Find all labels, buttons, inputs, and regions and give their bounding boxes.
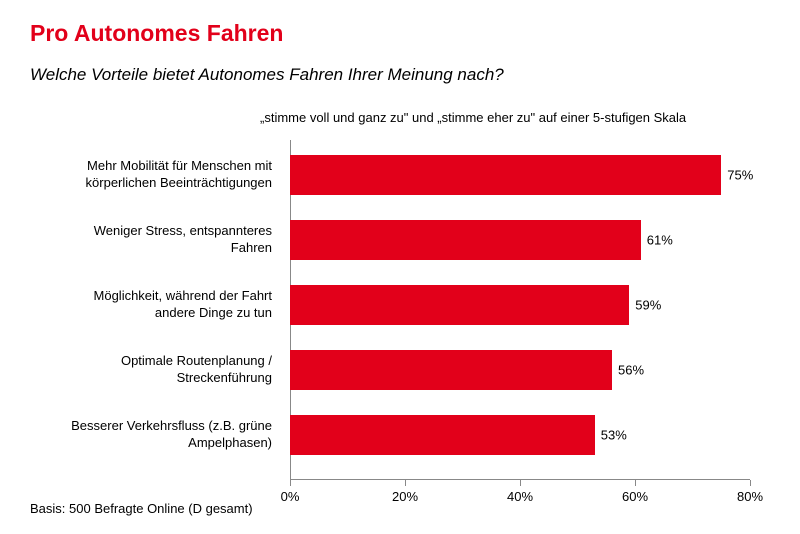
x-tick-label: 20% (392, 489, 418, 504)
bar-value-label: 53% (601, 428, 627, 443)
bar-chart: 0%20%40%60%80% Mehr Mobilität für Mensch… (30, 140, 770, 480)
x-tick-label: 0% (281, 489, 300, 504)
x-tick (635, 480, 636, 486)
x-tick (750, 480, 751, 486)
x-tick (290, 480, 291, 486)
bar-value-label: 59% (635, 298, 661, 313)
category-label: Optimale Routenplanung / Streckenführung (30, 353, 280, 387)
bar (290, 285, 629, 325)
category-label: Weniger Stress, entspannteres Fahren (30, 223, 280, 257)
basis-note: Basis: 500 Befragte Online (D gesamt) (30, 501, 253, 516)
category-label: Mehr Mobilität für Menschen mit körperli… (30, 158, 280, 192)
bar-value-label: 75% (727, 168, 753, 183)
bar-row: Optimale Routenplanung / Streckenführung… (290, 350, 750, 390)
bar-value-label: 56% (618, 363, 644, 378)
x-tick-label: 60% (622, 489, 648, 504)
x-tick (405, 480, 406, 486)
plot-region: 0%20%40%60%80% Mehr Mobilität für Mensch… (290, 140, 750, 480)
bar-value-label: 61% (647, 233, 673, 248)
category-label: Besserer Verkehrsfluss (z.B. grüne Ampel… (30, 418, 280, 452)
bar-row: Weniger Stress, entspannteres Fahren61% (290, 220, 750, 260)
scale-note: „stimme voll und ganz zu" und „stimme eh… (260, 110, 760, 125)
bar-row: Besserer Verkehrsfluss (z.B. grüne Ampel… (290, 415, 750, 455)
bar (290, 155, 721, 195)
page-subtitle: Welche Vorteile bietet Autonomes Fahren … (30, 65, 770, 85)
category-label: Möglichkeit, während der Fahrt andere Di… (30, 288, 280, 322)
x-tick (520, 480, 521, 486)
x-tick-label: 80% (737, 489, 763, 504)
bar (290, 415, 595, 455)
page-title: Pro Autonomes Fahren (30, 20, 770, 47)
bar (290, 350, 612, 390)
bar-row: Möglichkeit, während der Fahrt andere Di… (290, 285, 750, 325)
bar-row: Mehr Mobilität für Menschen mit körperli… (290, 155, 750, 195)
x-tick-label: 40% (507, 489, 533, 504)
bar (290, 220, 641, 260)
